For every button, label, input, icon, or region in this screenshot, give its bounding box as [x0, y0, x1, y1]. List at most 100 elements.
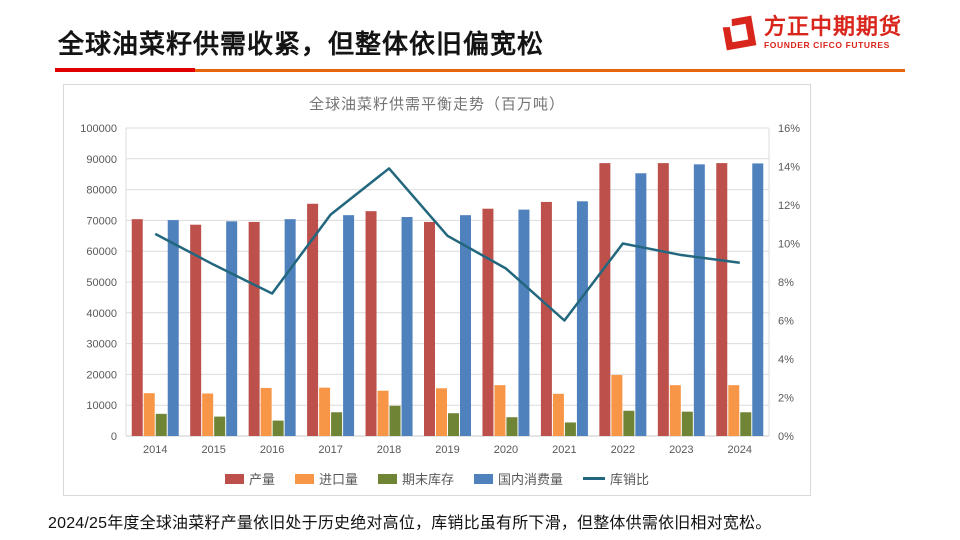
svg-text:90000: 90000: [86, 154, 117, 166]
svg-text:2018: 2018: [377, 444, 401, 456]
founder-logo-icon: [717, 13, 758, 52]
bar-1-2017: [319, 387, 331, 436]
bar-1-2016: [260, 387, 272, 436]
bar-3-2024: [752, 163, 764, 437]
bar-3-2023: [693, 164, 705, 436]
legend-swatch-4: [583, 477, 606, 480]
svg-text:4%: 4%: [778, 354, 794, 366]
chart-canvas: 0 10000 20000 30000 40000 50000 60000 70000 8000…: [80, 123, 800, 456]
svg-text:50000: 50000: [86, 277, 117, 289]
svg-text:2%: 2%: [778, 393, 794, 405]
bar-1-2024: [728, 385, 740, 436]
bar-1-2019: [436, 388, 447, 436]
svg-text:40000: 40000: [86, 308, 117, 320]
legend-item-4: 库销比: [583, 469, 649, 488]
bar-2-2019: [448, 413, 459, 436]
legend-label-3: 国内消费量: [498, 472, 564, 487]
bar-1-2014: [143, 393, 155, 436]
svg-text:8%: 8%: [778, 277, 794, 289]
bar-1-2015: [202, 393, 214, 436]
bar-3-2021: [576, 201, 588, 436]
legend-swatch-1: [294, 473, 314, 484]
legend-swatch-2: [377, 473, 397, 484]
bar-0-2022: [599, 163, 611, 436]
svg-text:6%: 6%: [778, 316, 794, 328]
ratio-line: [154, 167, 740, 322]
svg-text:16%: 16%: [778, 123, 800, 135]
legend-item-1: 进口量: [294, 469, 358, 488]
bar-0-2017: [307, 203, 319, 436]
bar-1-2021: [552, 393, 564, 436]
svg-text:100000: 100000: [80, 123, 117, 135]
bar-3-2015: [226, 221, 238, 436]
bar-0-2020: [482, 208, 494, 436]
bar-series-3: [167, 163, 764, 437]
bar-2-2022: [623, 410, 635, 436]
bar-1-2018: [377, 390, 389, 436]
bar-2-2015: [214, 416, 226, 436]
bar-series-0: [131, 163, 728, 436]
legend-label-0: 产量: [248, 472, 275, 487]
bar-2-2017: [331, 412, 343, 436]
bar-0-2015: [190, 224, 202, 436]
logo-name-en: FOUNDER CIFCO FUTURES: [763, 40, 890, 51]
legend-swatch-0: [224, 473, 244, 484]
legend-label-4: 库销比: [610, 472, 650, 487]
company-logo: 方正中期期货 FOUNDER CIFCO FUTURES: [717, 13, 902, 52]
svg-text:10000: 10000: [86, 400, 117, 412]
svg-text:2023: 2023: [669, 444, 693, 456]
svg-text:70000: 70000: [86, 215, 117, 227]
bar-3-2020: [518, 209, 530, 436]
svg-text:12%: 12%: [778, 200, 800, 212]
svg-text:0%: 0%: [778, 431, 794, 443]
svg-text:30000: 30000: [86, 339, 117, 351]
bar-0-2014: [131, 219, 143, 436]
chart-legend: 产量 进口量 期末库存 国内消费量 库销比: [64, 469, 810, 488]
chart-title: 全球油菜籽供需平衡走势（百万吨）: [308, 97, 565, 113]
svg-text:2014: 2014: [143, 444, 167, 456]
svg-text:80000: 80000: [86, 185, 117, 197]
footer-note: 2024/25年度全球油菜籽产量依旧处于历史绝对高位，库销比虽有所下滑，但整体供…: [48, 515, 772, 532]
bar-series-2: [155, 405, 752, 436]
right-axis-labels: 0% 2% 4% 6% 8% 10% 12% 14% 16%: [778, 123, 800, 443]
bar-series-1: [143, 375, 740, 436]
svg-text:20000: 20000: [86, 369, 117, 381]
svg-text:2022: 2022: [611, 444, 635, 456]
page-title: 全球油菜籽供需收紧，但整体依旧偏宽松: [58, 30, 545, 59]
svg-text:10%: 10%: [778, 239, 800, 251]
bar-2-2020: [506, 417, 518, 436]
bar-3-2018: [401, 217, 413, 436]
bar-0-2016: [248, 221, 260, 436]
bar-2-2021: [564, 422, 576, 436]
svg-text:60000: 60000: [86, 246, 117, 258]
bar-3-2019: [460, 215, 471, 436]
svg-text:2016: 2016: [260, 444, 284, 456]
svg-text:2024: 2024: [728, 444, 752, 456]
bar-2-2018: [389, 405, 401, 436]
bar-0-2018: [365, 211, 377, 436]
chart-frame: 全球油菜籽供需平衡走势（百万吨） 0 10000 20000 30000 40000 50…: [63, 84, 811, 496]
bar-3-2017: [343, 215, 355, 436]
svg-text:0: 0: [111, 431, 117, 443]
bar-1-2022: [611, 375, 623, 436]
svg-text:2015: 2015: [201, 444, 225, 456]
logo-name-cn: 方正中期期货: [763, 14, 902, 40]
svg-text:2019: 2019: [435, 444, 459, 456]
bar-1-2023: [669, 385, 681, 436]
x-axis-labels: 2014 2015 2016 2017 2018 2019 2020 2021 2022 2023…: [143, 444, 752, 456]
bar-1-2020: [494, 385, 506, 436]
bar-2-2014: [155, 413, 167, 436]
title-rule-orange: [195, 69, 905, 72]
left-axis-labels: 0 10000 20000 30000 40000 50000 60000 70000 8000…: [80, 123, 117, 443]
legend-label-1: 进口量: [318, 472, 358, 487]
bar-3-2016: [284, 219, 296, 436]
legend-item-0: 产量: [224, 469, 275, 488]
svg-text:2021: 2021: [552, 444, 576, 456]
bar-3-2022: [635, 173, 647, 436]
bar-2-2016: [272, 420, 284, 436]
legend-item-3: 国内消费量: [474, 469, 563, 488]
bar-0-2019: [424, 221, 435, 436]
svg-text:2017: 2017: [318, 444, 342, 456]
svg-text:14%: 14%: [778, 162, 800, 174]
